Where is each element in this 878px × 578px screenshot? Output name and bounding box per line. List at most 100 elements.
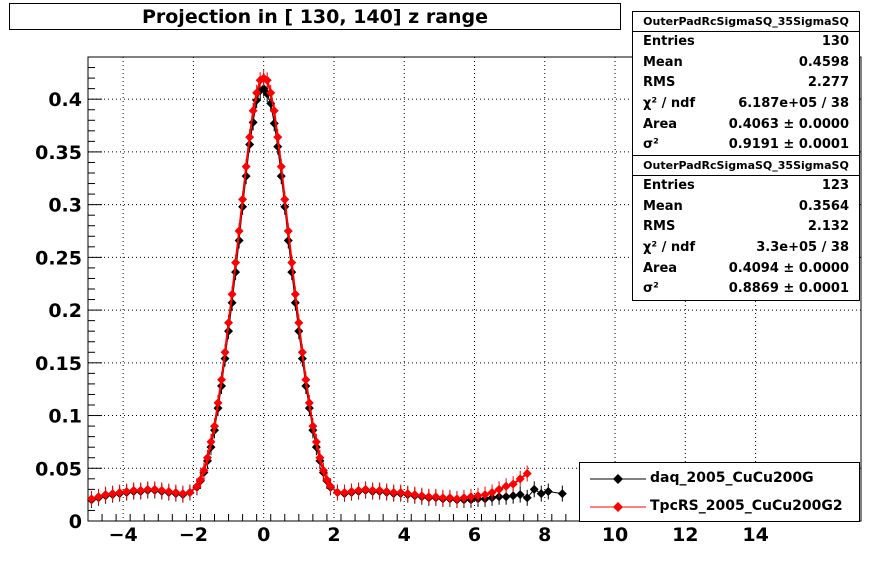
stats-label: χ² / ndf [643, 240, 696, 256]
data-point-tpcrs [287, 258, 297, 268]
data-point-tpcrs [122, 486, 132, 496]
data-point-tpcrs [276, 162, 286, 172]
data-point-tpcrs [283, 226, 293, 236]
data-point-daq [536, 489, 546, 499]
data-point-tpcrs [522, 469, 532, 479]
legend-entry-daq: daq_2005_CuCu200G [580, 465, 859, 493]
stats-label: RMS [643, 219, 676, 235]
stats-row: χ² / ndf 3.3e+05 / 38 [633, 238, 859, 259]
stats-header: OuterPadRcSigmaSQ_35SigmaSQ [633, 155, 859, 176]
data-point-tpcrs [94, 492, 104, 502]
data-point-tpcrs [209, 421, 219, 431]
data-point-daq [515, 490, 525, 500]
data-point-tpcrs [238, 194, 248, 204]
y-tick-label: 0.25 [35, 247, 82, 269]
data-point-tpcrs [192, 481, 202, 491]
data-point-tpcrs [445, 493, 455, 503]
data-point-tpcrs [452, 494, 462, 504]
x-tick-label: 0 [257, 524, 270, 546]
series-line-tpcrs [91, 76, 528, 500]
data-point-tpcrs [382, 486, 392, 496]
x-tick-label: 10 [602, 524, 628, 546]
stats-row: Mean 0.3564 [633, 197, 859, 218]
legend-label-tpcrs: TpcRS_2005_CuCu200G2 [650, 498, 843, 514]
x-tick-label: 8 [538, 524, 551, 546]
data-point-tpcrs [389, 488, 399, 498]
data-point-daq [543, 486, 553, 496]
series-daq [87, 80, 567, 508]
stats-label: Entries [643, 34, 695, 49]
data-point-tpcrs [294, 318, 304, 328]
stats-row: RMS 2.132 [633, 217, 859, 238]
data-point-tpcrs [354, 485, 364, 495]
x-tick-label: 14 [742, 524, 768, 546]
stats-row: σ² 0.9191 ± 0.0001 [633, 135, 859, 156]
stats-row: Area 0.4063 ± 0.0000 [633, 115, 859, 136]
data-point-tpcrs [262, 75, 272, 85]
data-point-tpcrs [431, 492, 441, 502]
legend-label-daq: daq_2005_CuCu200G [650, 470, 814, 486]
stats-label: Area [643, 260, 678, 276]
data-point-daq [522, 493, 532, 503]
stats-box-tpcrs: OuterPadRcSigmaSQ_35SigmaSQ Entries 123 Me… [632, 155, 860, 302]
data-point-tpcrs [87, 494, 97, 504]
data-point-tpcrs [375, 485, 385, 495]
data-point-tpcrs [220, 347, 230, 357]
legend: daq_2005_CuCu200G TpcRS_2005_CuCu200G2 [579, 462, 860, 522]
stats-label: χ² / ndf [643, 96, 696, 112]
data-point-tpcrs [396, 488, 406, 498]
stats-value: 0.4598 [798, 54, 849, 70]
data-point-tpcrs [227, 289, 237, 299]
stats-value: 123 [821, 178, 849, 193]
series-line-daq [91, 87, 563, 501]
data-point-tpcrs [185, 488, 195, 498]
data-point-tpcrs [143, 484, 153, 494]
stats-row: σ² 0.8869 ± 0.0001 [633, 279, 859, 300]
stats-label: Mean [643, 54, 683, 70]
stats-label: Area [643, 116, 678, 132]
stats-value: 0.3564 [798, 198, 849, 214]
data-point-tpcrs [206, 437, 216, 447]
stats-header: OuterPadRcSigmaSQ_35SigmaSQ [633, 12, 859, 32]
series-tpcrs [87, 70, 532, 507]
x-tick-label: 12 [672, 524, 698, 546]
stats-label: Entries [643, 178, 695, 193]
data-point-tpcrs [195, 475, 205, 485]
stats-value: 2.132 [807, 219, 849, 235]
y-tick-label: 0.15 [35, 353, 82, 375]
x-tick-label: −2 [179, 524, 208, 546]
data-point-tpcrs [115, 488, 125, 498]
data-point-tpcrs [129, 485, 139, 495]
data-point-tpcrs [252, 88, 262, 98]
data-point-daq [557, 489, 567, 499]
stats-row: χ² / ndf 6.187e+05 / 38 [633, 94, 859, 115]
data-point-tpcrs [508, 479, 518, 489]
data-point-tpcrs [280, 194, 290, 204]
data-point-tpcrs [297, 347, 307, 357]
data-point-tpcrs [332, 488, 342, 498]
data-point-tpcrs [199, 465, 209, 475]
data-point-daq [508, 491, 518, 501]
y-tick-label: 0.3 [48, 195, 82, 217]
stats-value: 0.4063 ± 0.0000 [728, 116, 849, 132]
data-point-tpcrs [245, 132, 255, 142]
x-tick-label: 6 [468, 524, 481, 546]
stats-row: Mean 0.4598 [633, 53, 859, 74]
data-point-tpcrs [290, 289, 300, 299]
stats-row: Entries 130 [633, 32, 859, 53]
data-point-tpcrs [515, 474, 525, 484]
stats-value: 0.9191 ± 0.0001 [728, 137, 849, 153]
data-point-tpcrs [213, 398, 223, 408]
plot-title: Projection in [ 130, 140] z range [9, 3, 621, 30]
axes: −4 −2 0 2 4 6 8 10 12 14 0 0.05 0.1 0.15 0.2 0.25 0.3 0.3… [35, 56, 862, 546]
x-tick-label: 2 [327, 524, 340, 546]
stats-value: 130 [821, 34, 849, 49]
data-point-tpcrs [273, 132, 283, 142]
data-point-tpcrs [501, 481, 511, 491]
x-tick-label: 4 [398, 524, 411, 546]
data-point-tpcrs [101, 490, 111, 500]
y-tick-label: 0.05 [35, 458, 82, 480]
stats-value: 3.3e+05 / 38 [756, 240, 849, 256]
data-point-tpcrs [136, 485, 146, 495]
data-point-tpcrs [266, 88, 276, 98]
